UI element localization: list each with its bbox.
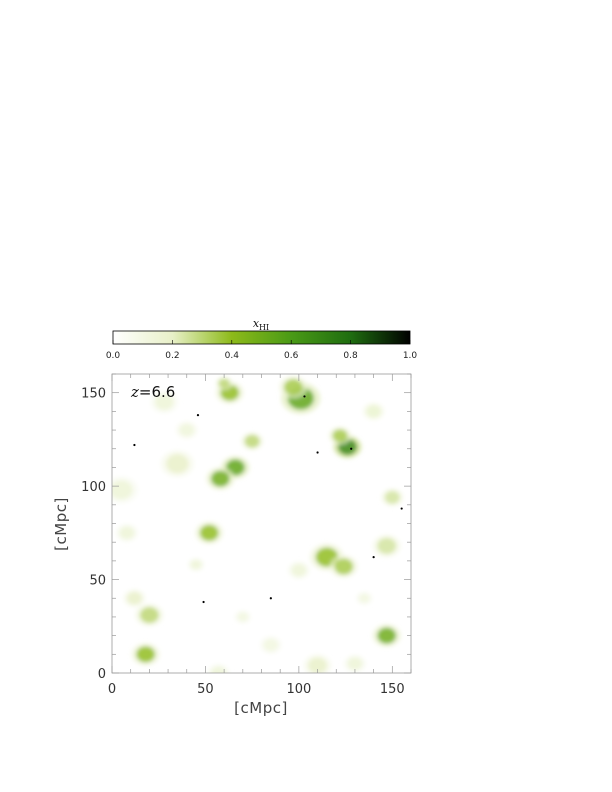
neutral-region [358, 593, 370, 604]
neutral-region [283, 379, 303, 396]
neutral-region [291, 563, 307, 577]
x-tick-label: 100 [286, 682, 311, 697]
dark-point [269, 597, 272, 600]
dark-point [316, 451, 319, 454]
neutral-region [166, 454, 189, 474]
neutral-region [237, 612, 249, 622]
neutral-region [211, 666, 226, 673]
dark-point [372, 556, 375, 559]
dark-point [303, 395, 306, 398]
neutral-region [218, 378, 230, 389]
neutral-region [136, 646, 155, 663]
neutral-regions [112, 375, 404, 673]
colorbar-tick-label: 0.0 [106, 351, 121, 361]
y-tick-label: 150 [81, 387, 106, 402]
colorbar-gradient [112, 330, 411, 345]
neutral-region [332, 429, 348, 443]
neutral-region [347, 657, 363, 671]
dark-point [202, 600, 205, 604]
y-tick-label: 100 [81, 480, 106, 495]
neutral-region [140, 607, 159, 624]
neutral-region [199, 524, 219, 541]
neutral-region [126, 591, 142, 605]
neutral-region [244, 434, 260, 448]
colorbar-tick-label: 0.4 [225, 351, 240, 361]
colorbar-tick-label: 1.0 [403, 351, 418, 361]
x-tick-label: 150 [380, 682, 405, 697]
colorbar-tick-label: 0.6 [284, 351, 299, 361]
colorbar-tick-label: 0.2 [165, 351, 179, 361]
neutral-region [119, 526, 135, 540]
neutral-region [334, 558, 354, 575]
y-axis-title: [cMpc] [52, 497, 70, 551]
y-tick-labels: 0 50 100 150 [81, 387, 106, 682]
dark-point [400, 507, 403, 510]
x-tick-label: 0 [108, 682, 116, 697]
colorbar-title: xHI [253, 317, 269, 332]
neutral-region [190, 559, 202, 570]
x-tick-label: 50 [197, 682, 214, 697]
dark-points [133, 395, 403, 604]
dark-point [196, 414, 200, 417]
colorbar: xHI 0.0 0.2 0.4 0.6 0.8 1.0 [106, 317, 418, 361]
dark-point [350, 447, 353, 450]
y-tick-label: 50 [89, 574, 106, 589]
neutral-region [377, 537, 397, 554]
colorbar-ticks: 0.0 0.2 0.4 0.6 0.8 1.0 [106, 340, 418, 361]
neutral-region [263, 638, 279, 652]
neutral-region [384, 490, 400, 504]
neutral-region [154, 394, 174, 410]
neutral-region [211, 470, 230, 487]
neutral-region [179, 423, 195, 437]
x-tick-labels: 0 50 100 150 [108, 682, 405, 697]
neutral-region [377, 627, 397, 644]
redshift-annotation: z=6.6 [130, 383, 175, 401]
neutral-region [308, 657, 327, 673]
colorbar-tick-label: 0.8 [343, 351, 358, 361]
neutral-region [366, 405, 382, 418]
neutral-region [112, 480, 133, 500]
plot-area: z=6.6 [111, 373, 412, 674]
plot-background [112, 374, 411, 673]
x-axis-title: [cMpc] [234, 699, 288, 717]
y-tick-label: 0 [98, 667, 106, 682]
axis-ticks [111, 373, 412, 674]
dark-point [133, 443, 136, 447]
